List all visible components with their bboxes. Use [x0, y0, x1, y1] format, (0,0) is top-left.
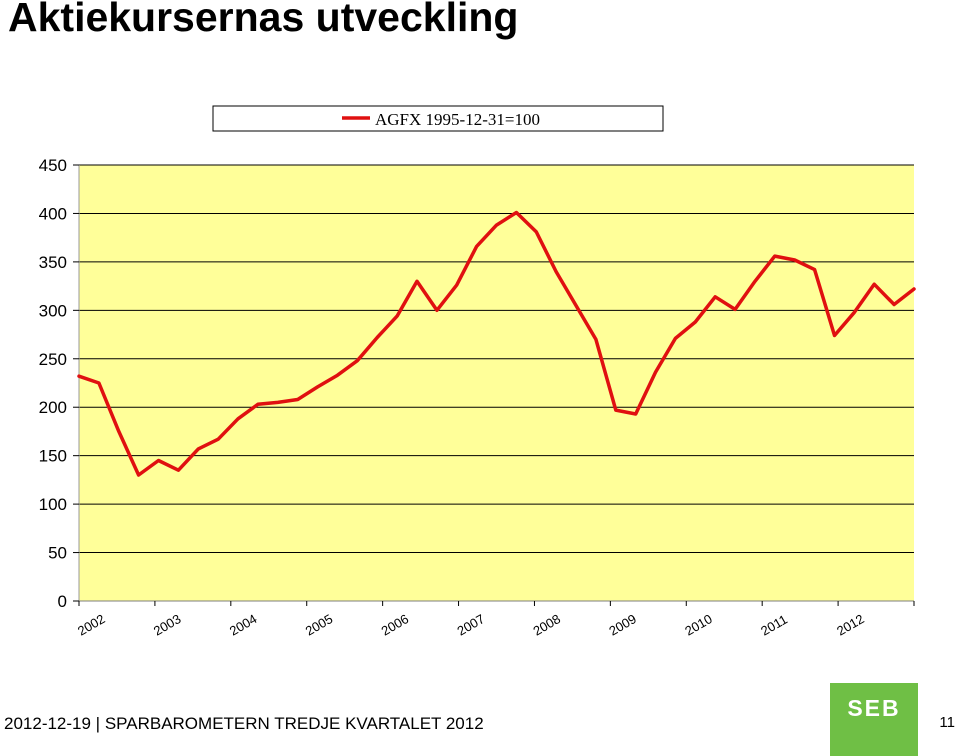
y-tick-label: 400	[39, 204, 67, 223]
seb-logo: SEB	[830, 683, 918, 756]
x-tick-label: 2012	[834, 611, 867, 638]
series-layer	[77, 210, 916, 477]
y-tick-label: 300	[39, 301, 67, 320]
x-tick-label: 2002	[75, 611, 108, 638]
page-title: Aktiekursernas utveckling	[8, 0, 519, 40]
x-tick-label: 2003	[151, 611, 184, 638]
x-tick-labels: 2002 2003 2004 2005 2006 2007 2008 2009 2010 2011…	[75, 601, 915, 639]
y-tick-label: 250	[39, 350, 67, 369]
x-tick-label: 2008	[530, 611, 563, 638]
x-tick-label: 2007	[455, 611, 488, 638]
page-number: 11	[939, 714, 955, 731]
x-tick-label: 2010	[682, 611, 715, 638]
legend: AGFX 1995-12-31=100	[212, 105, 664, 132]
y-tick-label: 100	[39, 495, 67, 514]
x-tick-label: 2009	[606, 611, 639, 638]
y-tick-label: 50	[48, 544, 67, 563]
line-chart: 0 50 100 150 200 250 300 350 400 450 2002 2003 2004…	[39, 105, 916, 639]
x-tick-label: 2005	[303, 611, 336, 638]
y-tick-labels: 0 50 100 150 200 250 300 350 400 450	[39, 156, 79, 611]
logo-text: SEB	[847, 695, 901, 721]
x-tick-label: 2004	[227, 611, 260, 638]
legend-box	[212, 105, 664, 132]
y-tick-label: 200	[39, 398, 67, 417]
x-tick-label: 2006	[379, 611, 412, 638]
footer-text: 2012-12-19 | SPARBAROMETERN TREDJE KVART…	[4, 714, 484, 733]
plot-area	[79, 165, 914, 601]
x-tick-label: 2011	[758, 612, 790, 639]
legend-label: AGFX 1995-12-31=100	[375, 110, 540, 129]
y-tick-label: 450	[39, 156, 67, 175]
y-tick-label: 0	[58, 592, 67, 611]
gridlines	[79, 164, 914, 554]
y-tick-label: 350	[39, 253, 67, 272]
y-tick-label: 150	[39, 447, 67, 466]
series-line	[77, 210, 916, 477]
